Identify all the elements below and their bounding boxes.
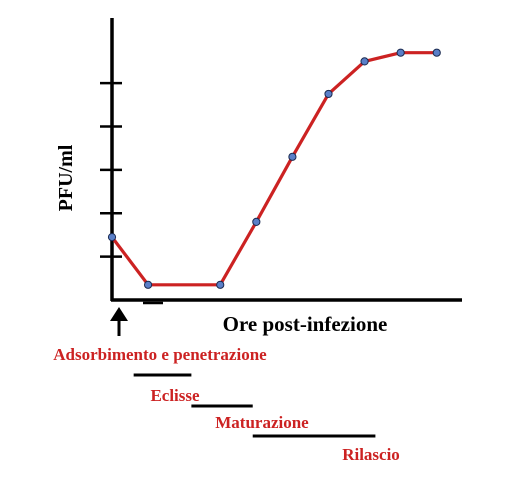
phase-label-3: Maturazione [215,413,309,432]
data-point-2 [143,280,153,289]
data-point-7 [360,57,369,66]
data-point-3 [216,280,225,289]
data-point-9 [432,48,441,57]
data-point-1 [107,232,117,242]
phase-label-1: Adsorbimento e penetrazione [53,345,267,364]
series-line [110,51,437,287]
phase-bars: Adsorbimento e penetrazione Eclisse Matura… [53,301,400,464]
data-point-8 [396,48,405,57]
x-axis-label: Ore post-infezione [223,312,388,336]
data-points [107,48,441,289]
data-point-6 [324,89,333,99]
y-axis-label: PFU/ml [55,144,77,211]
axes [110,18,462,302]
up-arrow-icon [110,307,128,336]
phase-label-2: Eclisse [150,386,200,405]
data-point-4 [252,217,261,227]
data-point-5 [288,152,297,161]
phase-label-4: Rilascio [342,445,400,464]
y-ticks [100,81,122,258]
